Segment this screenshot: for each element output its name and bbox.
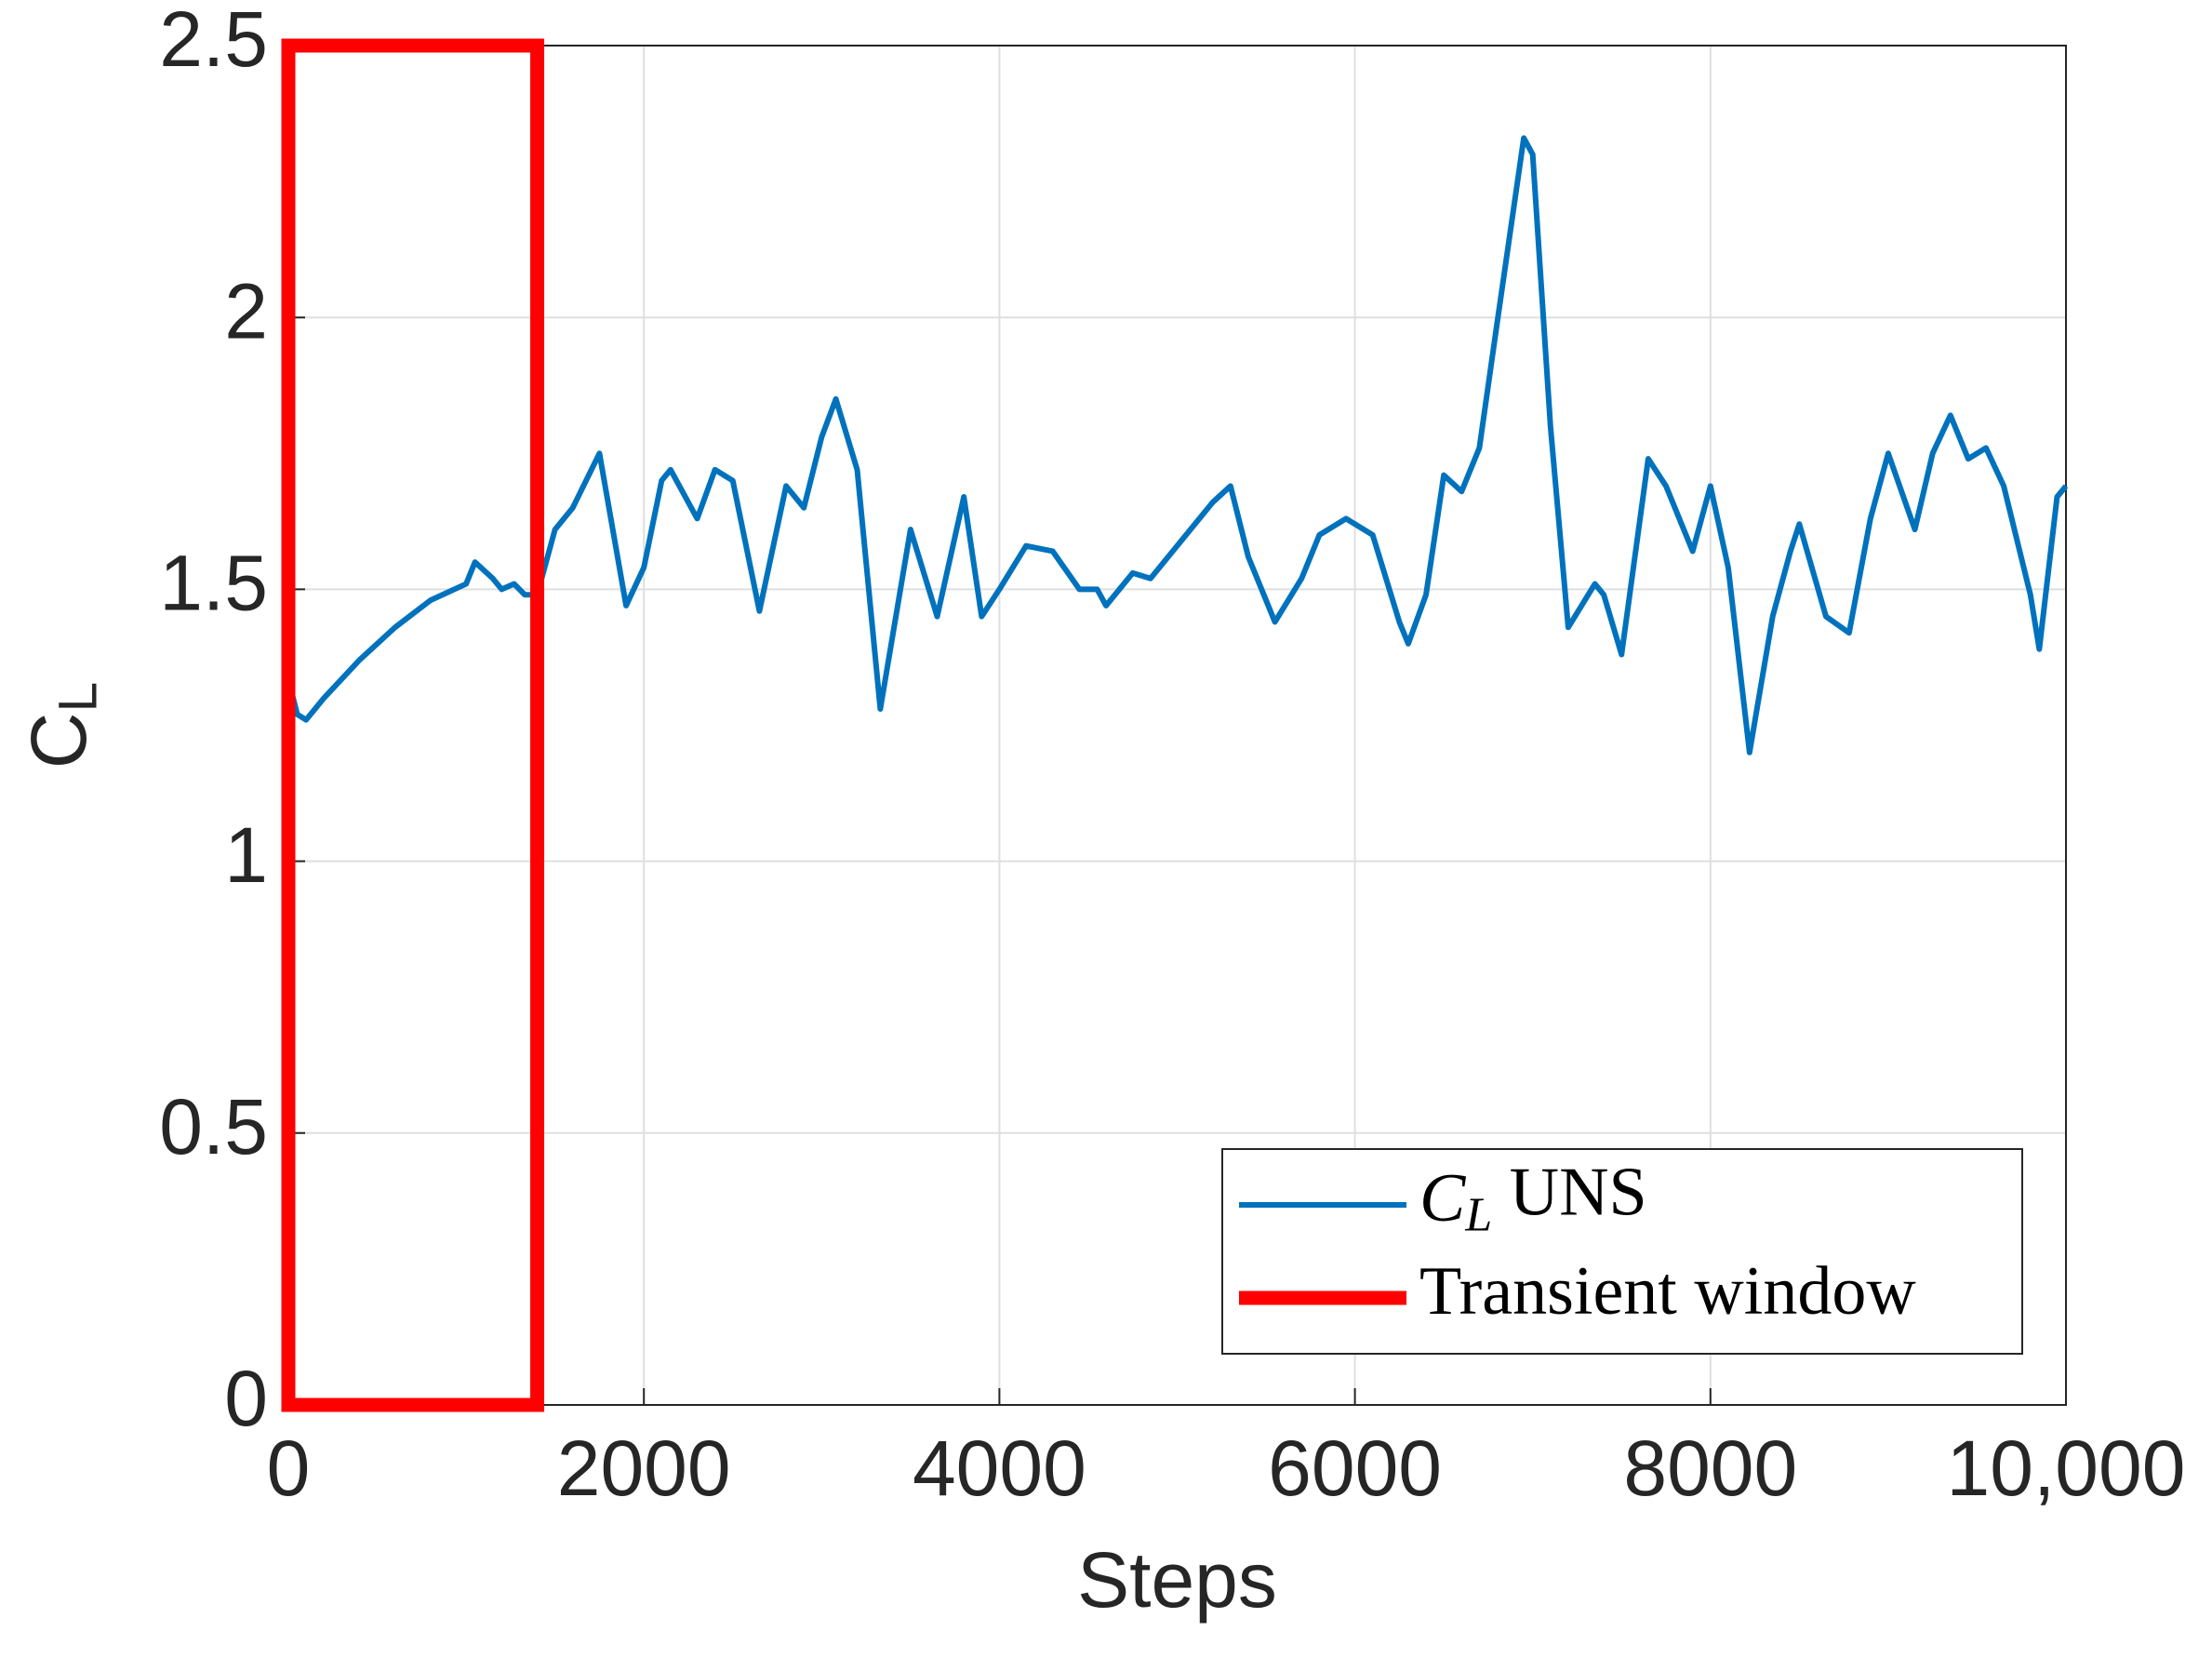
legend: CL UNS Transient window (1221, 1148, 2023, 1355)
x-tick-label: 0 (267, 1424, 311, 1512)
transient-window (281, 38, 545, 1412)
y-axis-label: CL (15, 682, 108, 769)
legend-label: Transient window (1419, 1253, 1916, 1330)
y-tick-label: 0 (224, 1355, 268, 1442)
y-tick-label: 2 (224, 267, 268, 354)
y-tick-label: 1 (224, 811, 268, 899)
y-tick-label: 0.5 (159, 1083, 268, 1170)
x-tick-label: 10,000 (1947, 1424, 2186, 1512)
x-tick-label: 6000 (1268, 1424, 1442, 1512)
y-tick-label: 2.5 (159, 0, 268, 83)
x-tick-label: 4000 (913, 1424, 1086, 1512)
legend-box (1221, 1148, 2023, 1355)
x-tick-label: 8000 (1623, 1424, 1797, 1512)
x-tick-label: 2000 (557, 1424, 731, 1512)
x-axis-label: Steps (1077, 1536, 1277, 1624)
y-tick-label: 1.5 (159, 540, 268, 627)
data-line (286, 135, 2069, 755)
legend-label: CL UNS (1419, 1154, 1647, 1241)
